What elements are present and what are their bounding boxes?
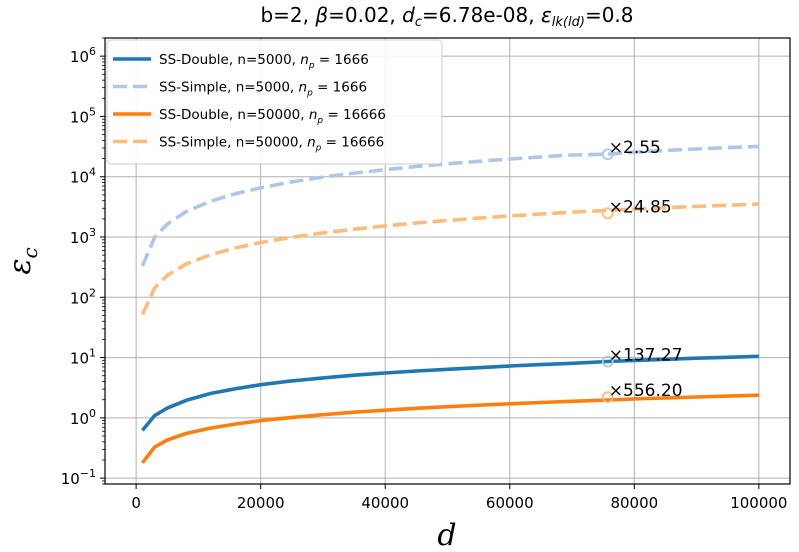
series-line xyxy=(140,202,759,316)
y-tick-label: 103 xyxy=(70,226,96,247)
annotations-group: ×2.55 ×24.85 ×137.27 ×556.20 xyxy=(601,138,683,404)
annotation-label: ×24.85 xyxy=(609,197,672,217)
series-group xyxy=(140,144,759,464)
legend-label: SS-Simple, n=50000, np = 16666 xyxy=(159,135,384,154)
series-line xyxy=(140,393,759,464)
annotation-marker xyxy=(601,391,614,404)
annotation-marker xyxy=(601,355,614,368)
legend-label: SS-Simple, n=5000, np = 1666 xyxy=(159,80,367,99)
x-tick-label: 100000 xyxy=(730,494,787,512)
y-tick-label: 104 xyxy=(70,166,96,187)
y-tick-label: 105 xyxy=(70,105,96,126)
annotation-marker xyxy=(601,207,614,220)
x-tick-label: 60000 xyxy=(486,494,534,512)
legend-label: SS-Double, n=5000, np = 1666 xyxy=(159,52,369,71)
y-tick-label: 100 xyxy=(70,407,96,428)
x-tick-label: 80000 xyxy=(610,494,658,512)
series-line xyxy=(140,144,759,267)
y-tick-label: 106 xyxy=(70,45,96,66)
legend-box xyxy=(106,39,443,165)
legend-label: SS-Double, n=50000, np = 16666 xyxy=(159,107,386,126)
chart-title: b=2, β=0.02, dc=6.78e-08, εlk(ld)=0.8 xyxy=(260,3,633,30)
annotation-label: ×137.27 xyxy=(609,346,683,366)
legend: SS-Double, n=5000, np = 1666 SS-Simple, n… xyxy=(106,39,443,165)
y-axis-label: εc xyxy=(3,247,42,274)
series-line xyxy=(141,354,759,432)
y-tick-label: 10−1 xyxy=(61,467,96,488)
x-tick-label: 20000 xyxy=(237,494,285,512)
x-tick-label: 40000 xyxy=(361,494,409,512)
annotation-label: ×2.55 xyxy=(609,138,661,158)
x-tick-label: 0 xyxy=(131,494,141,512)
annotation-label: ×556.20 xyxy=(609,381,683,401)
axis-ticks: 0 20000 40000 60000 80000 100000 10−1 100 101 102… xyxy=(61,37,787,512)
y-tick-label: 102 xyxy=(70,286,96,307)
x-axis-label: d xyxy=(437,518,456,552)
annotation-marker xyxy=(601,148,614,161)
y-tick-label: 101 xyxy=(70,347,96,368)
